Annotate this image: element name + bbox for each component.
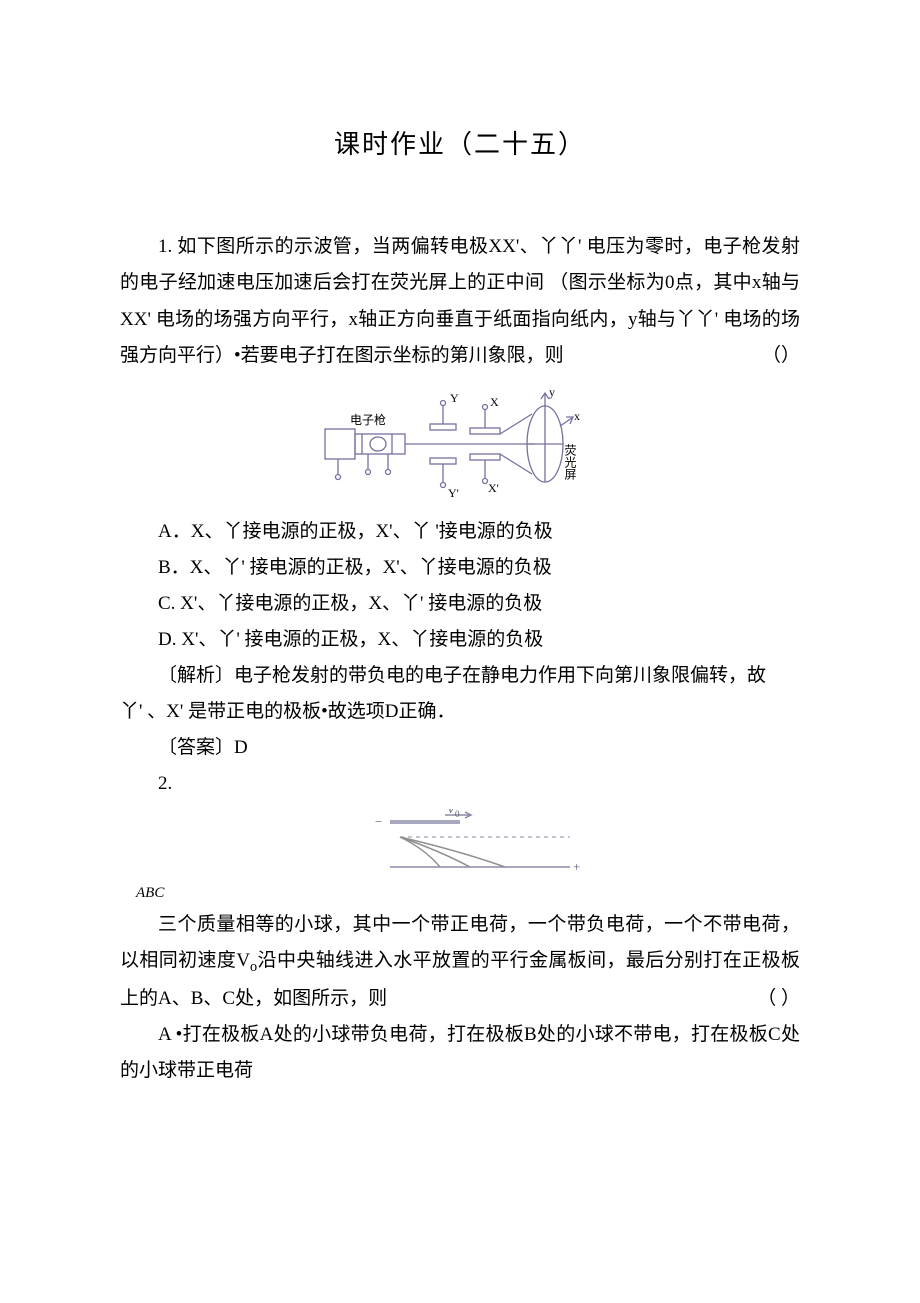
q2-abc-label: ABC	[120, 879, 800, 908]
q2-fig-v0: v	[448, 809, 454, 816]
q2-figure: v 0 − +	[340, 809, 580, 879]
q1-answer: 〔答案〕D	[120, 730, 800, 766]
q2-number: 2.	[120, 766, 800, 802]
q1-option-C: C. X'、丫接电源的正极，X、丫' 接电源的负极	[120, 586, 800, 622]
q1-fig-label-Y: Y	[450, 391, 459, 405]
q2-fig-v0-sub: 0	[455, 809, 460, 819]
q1-option-B: B．X、丫' 接电源的正极，X'、丫接电源的负极	[120, 550, 800, 586]
q2-stem: 三个质量相等的小球，其中一个带正电荷，一个带负电荷，一个不带电荷，以相同初速度V…	[120, 907, 800, 1017]
q1-stem: 1. 如下图所示的示波管，当两偏转电极XX'、丫丫' 电压为零时，电子枪发射的电…	[120, 229, 800, 373]
q1-fig-label-Xp: X'	[488, 481, 499, 495]
q1-option-D: D. X'、丫' 接电源的正极，X、丫接电源的负极	[120, 622, 800, 658]
q1-fig-label-gun: 电子枪	[350, 412, 386, 427]
q1-option-A: A．X、丫接电源的正极，X'、丫 '接电源的负极	[120, 514, 800, 550]
q1-fig-label-xaxis: x	[574, 409, 580, 423]
q1-fig-label-Yp: Y'	[448, 486, 459, 500]
q1-analysis-line2: 丫' 、X' 是带正电的极板•故选项D正确．	[120, 694, 800, 730]
q2-fig-plus: +	[573, 859, 580, 874]
q1-fig-label-yaxis: y	[549, 385, 555, 399]
q1-fig-label-X: X	[490, 395, 499, 409]
q1-fig-label-screen: 荧光屏	[563, 443, 577, 480]
q1-stem-text: 1. 如下图所示的示波管，当两偏转电极XX'、丫丫' 电压为零时，电子枪发射的电…	[120, 236, 800, 365]
page-title: 课时作业（二十五）	[120, 120, 800, 169]
q1-paren: （）	[724, 338, 800, 374]
q2-option-A: A •打在极板A处的小球带负电荷，打在极板B处的小球不带电，打在极板C处的小球带…	[120, 1017, 800, 1089]
q2-paren: （ ）	[719, 981, 800, 1017]
q2-fig-minus: −	[375, 814, 382, 829]
q1-analysis-line1: 〔解析〕电子枪发射的带负电的电子在静电力作用下向第川象限偏转，故	[120, 658, 800, 694]
q1-figure: 电子枪 Y Y' X X' y x 荧光屏	[320, 384, 600, 504]
